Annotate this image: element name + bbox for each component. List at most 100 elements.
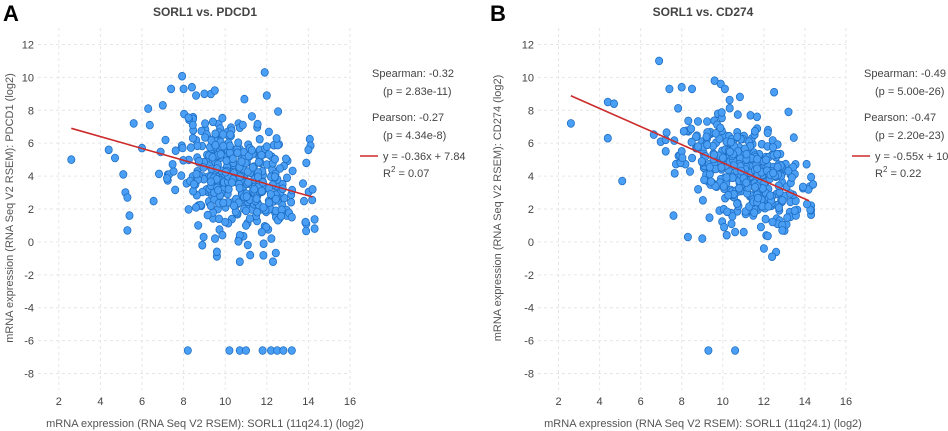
y-tick-label: 12 [22,39,34,51]
data-point [718,153,727,163]
data-point [279,346,288,355]
data-point [199,232,208,242]
y-tick-label: -2 [524,270,534,282]
data-point [192,203,201,212]
data-point [789,133,798,142]
data-point [778,226,787,235]
x-tick-label: 8 [679,396,685,408]
data-point [687,137,696,147]
y-tick-label: 10 [522,72,534,84]
pearson-label: Pearson: -0.47 [864,112,936,124]
scatter-plot-a: SORL1 vs. PDCD1 2 4 6 8 10 12 14 16 -8 -6 -4 -2 0 2 4 6… [4,5,466,430]
data-point [661,147,670,156]
data-point [733,132,742,142]
data-point [705,213,714,223]
data-point [225,346,234,355]
data-point [188,120,197,130]
data-point [161,135,170,145]
data-point [302,226,311,236]
data-point [310,215,319,224]
data-point [258,346,267,355]
trend-line [570,95,810,202]
x-tick-label: 2 [56,396,62,408]
data-point [702,132,711,142]
data-point [301,217,310,227]
stats-legend: Spearman: -0.32 (p = 2.83e-11) Pearson: … [360,68,466,180]
data-point [262,91,271,100]
data-point [756,222,765,232]
data-point [703,140,712,150]
data-point [768,143,777,152]
data-point [750,126,759,136]
data-point [750,208,759,217]
x-tick-label: 12 [758,396,770,408]
x-tick-label: 4 [97,396,103,408]
data-point [720,222,729,232]
data-point [233,148,242,158]
y-tick-label: 4 [528,171,534,183]
x-tick-label: 8 [181,396,187,408]
data-point [717,163,726,172]
data-point [763,128,772,138]
data-point [725,147,734,157]
x-tick-label: 14 [302,396,314,408]
y-tick-label: 12 [522,39,534,51]
data-point [783,213,792,223]
data-point [784,107,793,117]
data-point [751,183,760,192]
y-tick-label: -8 [524,369,534,381]
data-point [683,232,692,242]
data-point [211,129,220,139]
data-point [264,150,273,159]
data-point [214,185,223,195]
data-point [206,201,215,211]
y-tick-label: -6 [24,336,34,348]
data-point [566,119,575,128]
y-tick-label: 6 [28,138,34,150]
data-point [268,257,277,267]
data-point [212,247,221,257]
data-point [169,167,178,176]
data-point [201,119,210,128]
data-point [188,133,197,143]
data-point [270,154,279,164]
data-point [773,162,782,172]
data-point [711,129,720,138]
data-point [722,173,731,182]
data-point [773,149,782,159]
data-point [700,175,709,185]
data-point [245,214,254,223]
data-point [310,224,319,233]
pearson-label: Pearson: -0.27 [372,112,444,124]
data-point [299,196,308,206]
data-point [742,178,751,188]
x-tick-label: 14 [799,396,811,408]
x-tick-label: 10 [219,396,231,408]
data-point [243,240,252,250]
data-point [720,84,729,94]
y-tick-label: 6 [528,138,534,150]
data-point [187,82,196,92]
data-point [717,108,726,117]
data-point [610,99,619,108]
data-point [790,206,799,215]
spearman-p: (p = 2.83e-11) [383,86,452,98]
y-tick-label: 0 [28,237,34,249]
r-squared: R2 = 0.07 [383,165,429,180]
data-point [253,207,262,217]
data-point [272,134,281,143]
data-point [248,163,257,172]
data-point [171,185,180,195]
data-point [722,230,731,240]
data-point [123,226,132,235]
data-point [288,166,297,176]
data-point [685,167,694,176]
y-tick-label: -4 [24,303,34,315]
y-tick-label: -4 [524,303,534,315]
data-point [787,173,796,182]
data-point [259,203,268,212]
data-point [254,157,263,167]
data-point [186,143,195,152]
pearson-p: (p = 4.34e-8) [383,130,446,142]
data-point [665,84,674,94]
